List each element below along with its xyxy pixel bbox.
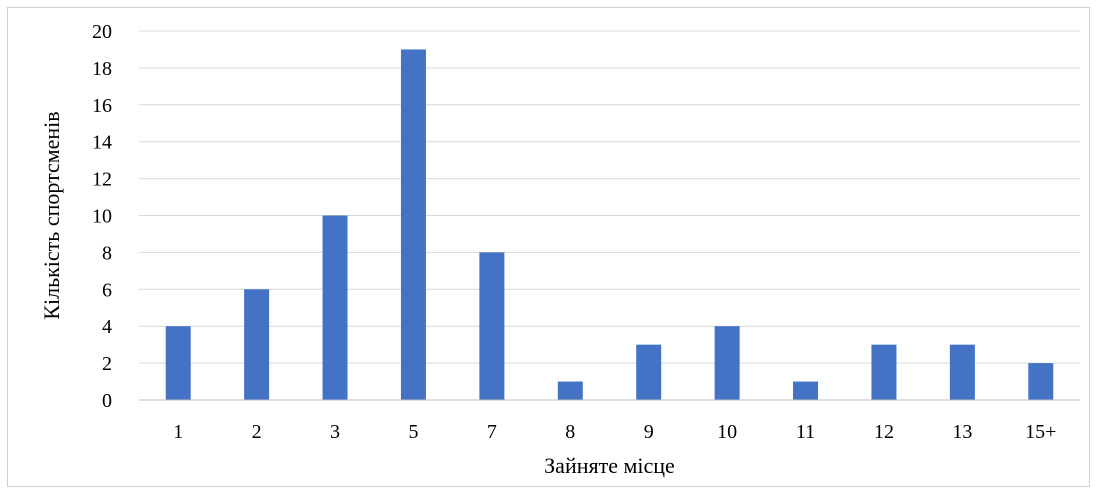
y-tick-label: 8 bbox=[102, 242, 112, 264]
y-axis-title: Кількість спортсменів bbox=[39, 111, 64, 319]
bar-7 bbox=[479, 252, 505, 400]
y-tick-label: 0 bbox=[102, 390, 112, 412]
bars bbox=[165, 49, 1054, 400]
x-tick-label: 5 bbox=[408, 421, 418, 443]
x-tick-label: 1 bbox=[173, 421, 183, 443]
x-tick-label: 2 bbox=[252, 421, 262, 443]
y-tick-label: 4 bbox=[102, 316, 112, 338]
y-tick-label: 18 bbox=[92, 58, 112, 80]
x-tick-label: 3 bbox=[330, 421, 340, 443]
bar-9 bbox=[636, 344, 662, 400]
x-axis-title: Зайняте місце bbox=[544, 453, 675, 478]
x-tick-labels: 1 2 3 5 7 8 9 10 11 12 13 15+ bbox=[173, 421, 1056, 443]
y-tick-label: 20 bbox=[92, 21, 112, 43]
y-tick-label: 14 bbox=[92, 132, 112, 154]
gridlines bbox=[139, 30, 1080, 364]
bar-13 bbox=[949, 344, 975, 400]
bar-8 bbox=[557, 381, 583, 400]
x-tick-label: 11 bbox=[796, 421, 815, 443]
bar-3 bbox=[322, 215, 348, 400]
y-tick-labels: 0 2 4 6 8 10 12 14 16 18 20 bbox=[92, 21, 112, 412]
x-tick-label: 13 bbox=[952, 421, 972, 443]
x-tick-label: 9 bbox=[644, 421, 654, 443]
y-tick-label: 16 bbox=[92, 95, 112, 117]
bar-15+ bbox=[1028, 363, 1054, 400]
x-tick-label: 15+ bbox=[1025, 421, 1056, 443]
y-tick-label: 10 bbox=[92, 206, 112, 228]
y-tick-label: 6 bbox=[102, 279, 112, 301]
bar-5 bbox=[400, 49, 426, 400]
bar-12 bbox=[871, 344, 897, 400]
y-tick-label: 2 bbox=[102, 353, 112, 375]
bar-2 bbox=[244, 289, 270, 400]
bar-1 bbox=[165, 326, 191, 400]
bar-10 bbox=[714, 326, 740, 400]
x-tick-label: 12 bbox=[874, 421, 894, 443]
y-tick-label: 12 bbox=[92, 169, 112, 191]
x-tick-label: 10 bbox=[717, 421, 737, 443]
chart-frame bbox=[7, 7, 1090, 487]
x-tick-label: 8 bbox=[565, 421, 575, 443]
bar-11 bbox=[793, 381, 819, 400]
x-tick-label: 7 bbox=[487, 421, 497, 443]
